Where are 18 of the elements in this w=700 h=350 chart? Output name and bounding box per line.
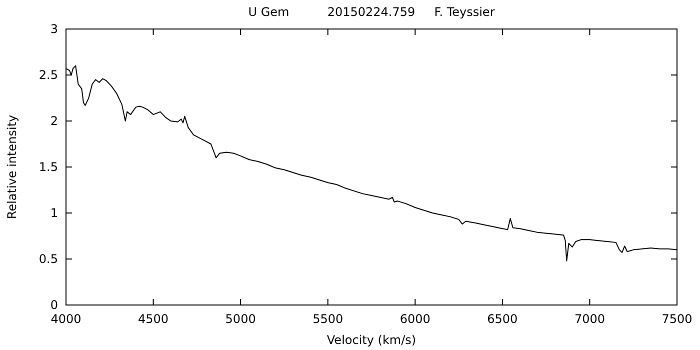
x-tick-label: 6000 xyxy=(400,312,430,326)
x-tick-label: 7500 xyxy=(662,312,692,326)
x-tick-label: 4500 xyxy=(138,312,169,326)
y-tick-label: 1 xyxy=(50,206,58,220)
x-tick-label: 6500 xyxy=(487,312,518,326)
x-tick-label: 7000 xyxy=(574,312,605,326)
y-tick-label: 2 xyxy=(50,114,58,128)
y-tick-label: 2.5 xyxy=(38,68,58,82)
x-axis-title: Velocity (km/s) xyxy=(326,333,416,347)
y-tick-label: 1.5 xyxy=(38,160,58,174)
y-tick-label: 0 xyxy=(50,298,58,312)
chart-title: U Gem 20150224.759 F. Teyssier xyxy=(248,5,495,19)
y-axis-title: Relative intensity xyxy=(5,114,19,220)
y-tick-label: 0.5 xyxy=(38,252,58,266)
x-tick-label: 4000 xyxy=(50,312,82,326)
x-tick-label: 5500 xyxy=(312,312,344,326)
x-tick-label: 5000 xyxy=(225,312,256,326)
y-tick-label: 3 xyxy=(50,22,58,36)
